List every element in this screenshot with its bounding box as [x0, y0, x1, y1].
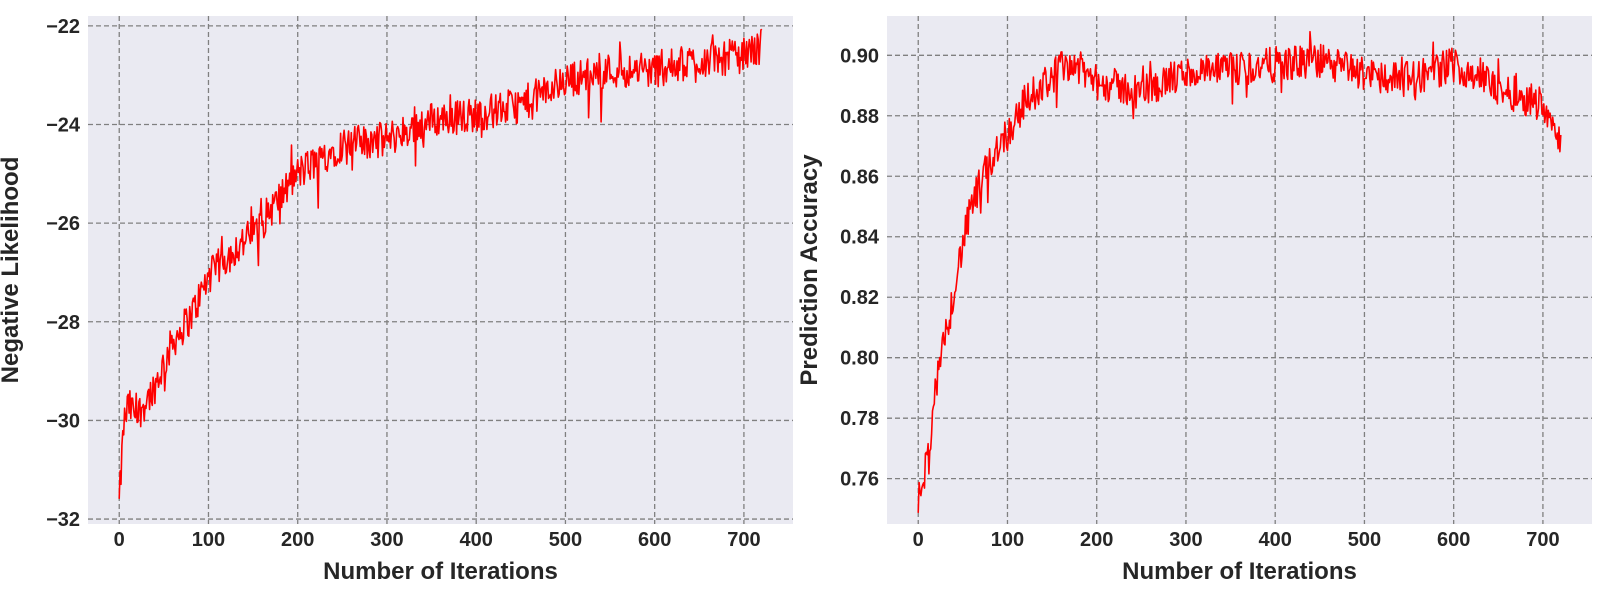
- x-tick-label: 400: [1259, 529, 1292, 551]
- x-axis-label: Number of Iterations: [1122, 558, 1357, 585]
- y-tick-label: 0.78: [840, 408, 879, 430]
- y-tick-label: −32: [46, 509, 80, 531]
- x-tick-label: 300: [370, 529, 403, 551]
- y-axis-label: Prediction Accuracy: [796, 154, 823, 386]
- x-tick-label: 700: [1526, 529, 1559, 551]
- x-tick-label: 500: [1348, 529, 1381, 551]
- series-line: [118, 28, 763, 499]
- y-tick-label: 0.82: [840, 287, 879, 309]
- y-tick-label: −22: [46, 16, 80, 38]
- y-tick-label: −30: [46, 410, 80, 432]
- plot-background: [88, 16, 793, 524]
- x-tick-label: 100: [991, 529, 1024, 551]
- y-tick-label: −26: [46, 213, 80, 235]
- series-line: [917, 30, 1562, 513]
- x-tick-label: 200: [1080, 529, 1113, 551]
- x-tick-label: 700: [727, 529, 760, 551]
- chart-negative-likelihood: 0 100 200 300 400 500 600 700 −32 −30 −28 −26 −24 −22…: [0, 16, 793, 585]
- y-tick-label: 0.76: [840, 469, 879, 491]
- x-tick-label: 400: [460, 529, 493, 551]
- x-tick-label: 300: [1169, 529, 1202, 551]
- y-tick-label: 0.88: [840, 106, 879, 128]
- x-tick-label: 0: [114, 529, 125, 551]
- y-axis-label: Negative Likelihood: [0, 157, 24, 384]
- x-tick-label: 100: [192, 529, 225, 551]
- y-tick-label: 0.86: [840, 166, 879, 188]
- chart-prediction-accuracy: 0 100 200 300 400 500 600 700 0.76 0.78 0.80 0.82 0.…: [796, 16, 1592, 585]
- x-axis-label: Number of Iterations: [323, 558, 558, 585]
- x-tick-label: 600: [1437, 529, 1470, 551]
- y-tick-label: 0.80: [840, 348, 879, 370]
- y-tick-label: −28: [46, 312, 80, 334]
- y-tick-label: 0.84: [840, 227, 880, 249]
- x-tick-label: 200: [281, 529, 314, 551]
- y-tick-label: −24: [46, 115, 81, 137]
- y-tick-label: 0.90: [840, 45, 879, 67]
- x-tick-label: 0: [913, 529, 924, 551]
- plot-background: [887, 16, 1592, 524]
- x-tick-label: 500: [549, 529, 582, 551]
- x-tick-label: 600: [638, 529, 671, 551]
